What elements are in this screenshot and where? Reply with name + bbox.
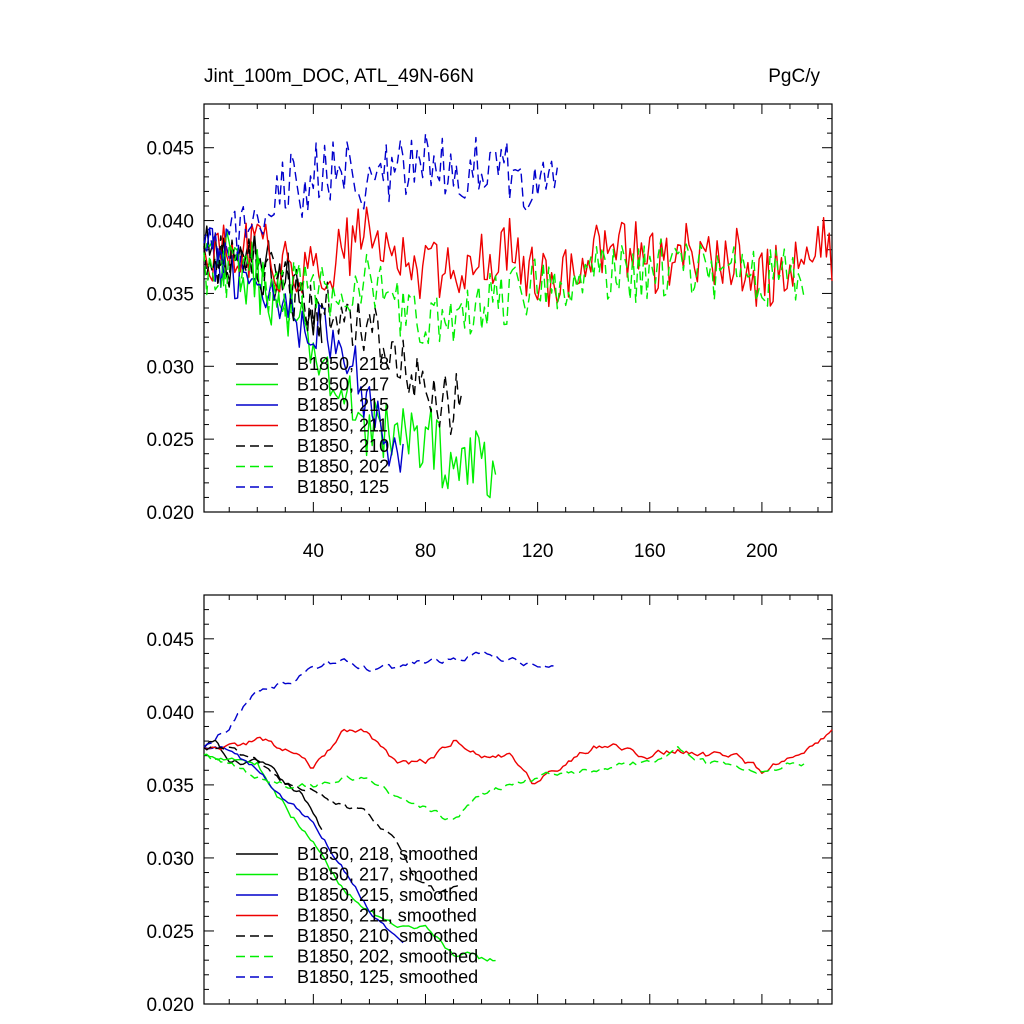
y-tick-label: 0.025	[146, 430, 194, 451]
chart-title: Jint_100m_DOC, ATL_49N-66N	[204, 66, 474, 87]
series-line	[203, 227, 404, 473]
series-line	[203, 229, 497, 499]
legend-label: B1850, 211, smoothed	[297, 906, 477, 926]
y-tick-label: 0.040	[146, 212, 194, 233]
y-tick-label: 0.025	[146, 922, 194, 943]
top-panel: Jint_100m_DOC, ATL_49N-66N PgC/y 0.020 0.…	[146, 66, 833, 562]
legend-label: B1850, 217	[297, 375, 389, 395]
series-line	[203, 238, 805, 345]
series-line	[203, 133, 558, 274]
series-line	[203, 739, 323, 830]
y-tick-label: 0.020	[146, 503, 194, 524]
bottom-panel: 0.020 0.025 0.030 0.035 0.040 0.045 B1850, 218…	[146, 594, 833, 1016]
series-line	[203, 206, 833, 308]
series-line	[203, 746, 404, 944]
y-tick-label: 0.020	[146, 995, 194, 1016]
x-tick-label: 200	[746, 541, 778, 562]
series-line	[203, 651, 558, 748]
y-tick-label: 0.045	[146, 139, 194, 160]
legend-label: B1850, 202, smoothed	[297, 947, 478, 967]
legend-label: B1850, 218, smoothed	[297, 844, 478, 864]
y-tick-label: 0.035	[146, 776, 194, 797]
legend-label: B1850, 217, smoothed	[297, 865, 478, 885]
x-tick-label: 160	[634, 541, 666, 562]
legend-label: B1850, 211	[297, 416, 388, 436]
units-label: PgC/y	[768, 66, 820, 87]
x-tick-label: 120	[522, 541, 554, 562]
legend-label: B1850, 215, smoothed	[297, 885, 478, 905]
y-tick-label: 0.030	[146, 849, 194, 870]
series-line	[203, 746, 805, 821]
x-tick-label: 80	[415, 541, 436, 562]
series-line	[203, 753, 496, 962]
y-tick-label: 0.035	[146, 284, 194, 305]
legend-label: B1850, 210	[297, 436, 389, 456]
x-tick-label: 40	[303, 541, 324, 562]
y-tick-label: 0.045	[146, 630, 194, 651]
y-tick-label: 0.040	[146, 703, 194, 724]
legend-label: B1850, 125, smoothed	[297, 967, 478, 987]
legend-label: B1850, 210, smoothed	[297, 926, 478, 946]
series-line	[203, 745, 463, 894]
legend-label: B1850, 218	[297, 354, 389, 374]
legend-label: B1850, 202	[297, 457, 389, 477]
series-line	[203, 728, 833, 785]
legend-label: B1850, 125	[297, 477, 389, 497]
y-tick-label: 0.030	[146, 357, 194, 378]
legend-label: B1850, 215	[297, 395, 389, 415]
